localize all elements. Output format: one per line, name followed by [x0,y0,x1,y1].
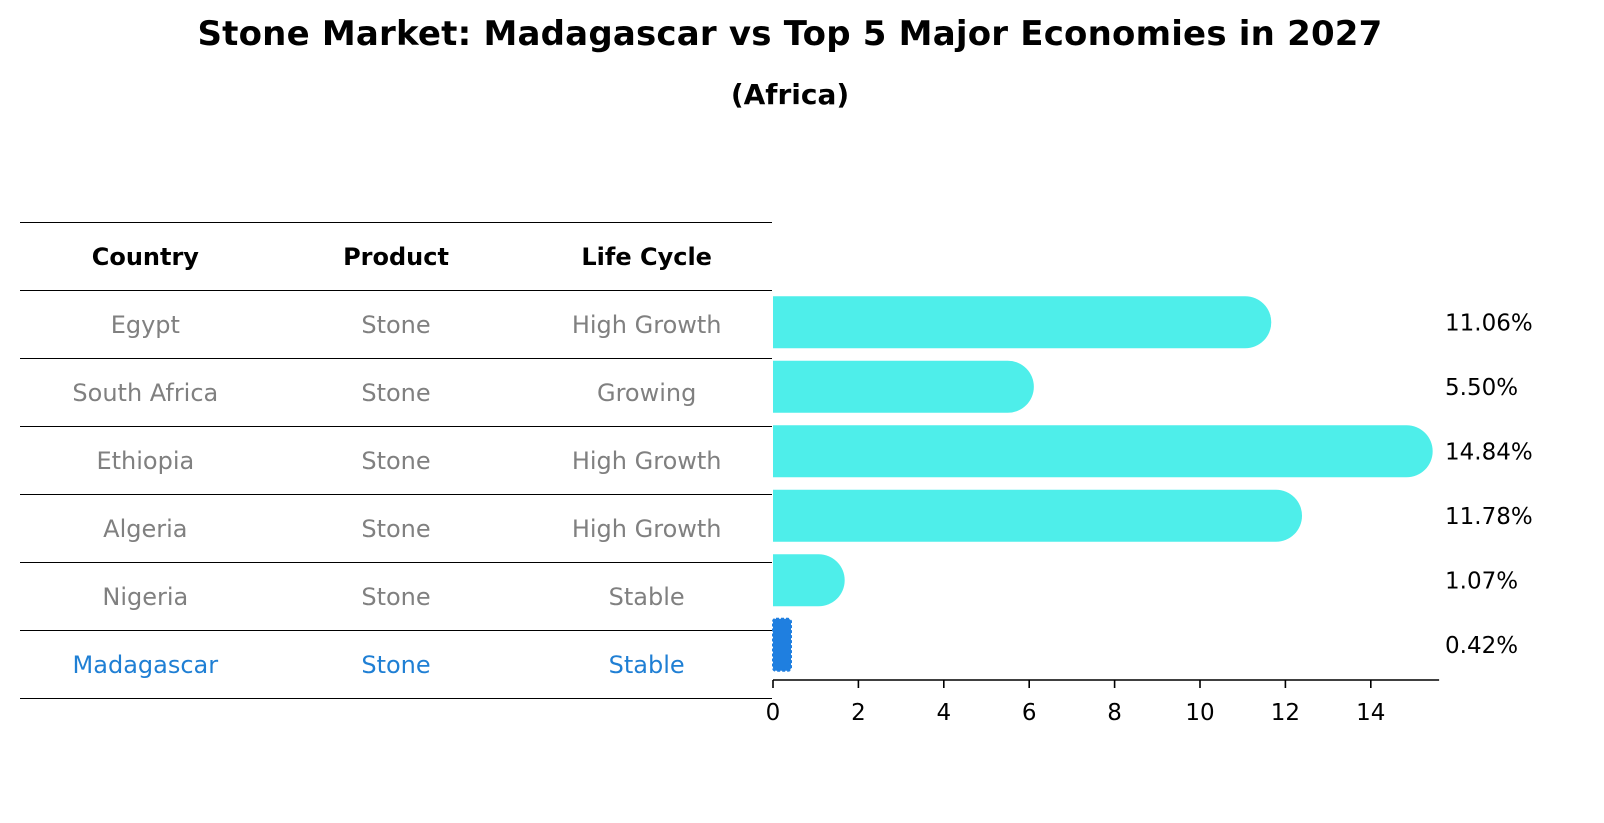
x-tick-label: 4 [936,700,951,726]
life-cycle-cell: High Growth [571,310,722,339]
country-cell: Nigeria [102,582,189,611]
bar-value-label: 11.06% [1445,310,1533,336]
table-header-row: Country Product Life Cycle [20,222,772,291]
table-row: Nigeria Stone Stable [20,563,772,631]
country-cell: Algeria [103,514,188,543]
life-cycle-cell: High Growth [571,514,722,543]
bar-value-label: 14.84% [1445,439,1533,465]
country-cell: Madagascar [72,650,219,679]
bar [773,425,1433,478]
header-life-cycle: Life Cycle [581,242,712,271]
bar [773,554,845,607]
table-row: Egypt Stone High Growth [20,291,772,359]
x-tick-label: 8 [1107,700,1122,726]
product-cell: Stone [361,446,431,475]
country-cell: Ethiopia [96,446,195,475]
bar-value-label: 1.07% [1445,568,1518,594]
header-product: Product [343,242,449,271]
bar-value-label: 11.78% [1445,504,1533,530]
x-tick-label: 2 [851,700,866,726]
life-cycle-cell: High Growth [571,446,722,475]
product-cell: Stone [361,582,431,611]
bar [773,489,1303,542]
bar-value-label: 0.42% [1445,633,1518,659]
life-cycle-cell: Growing [596,378,697,407]
table-row-highlight: Madagascar Stone Stable [20,631,772,699]
country-table: Country Product Life Cycle Egypt Stone H… [20,222,772,699]
table-row: Algeria Stone High Growth [20,495,772,563]
product-cell: Stone [361,514,431,543]
x-tick-label: 12 [1271,700,1300,726]
header-country: Country [91,242,199,271]
chart-title: Stone Market: Madagascar vs Top 5 Major … [197,14,1383,54]
life-cycle-cell: Stable [608,582,685,611]
table-row: Ethiopia Stone High Growth [20,427,772,495]
country-cell: South Africa [72,378,219,407]
x-tick-label: 14 [1356,700,1385,726]
bar [773,360,1034,413]
x-tick-label: 6 [1022,700,1037,726]
bar [773,296,1272,349]
country-cell: Egypt [110,310,180,339]
bar-value-label: 5.50% [1445,375,1518,401]
product-cell: Stone [361,650,431,679]
life-cycle-cell: Stable [608,650,685,679]
chart-subtitle: (Africa) [730,78,850,111]
table-row: South Africa Stone Growing [20,359,772,427]
product-cell: Stone [361,378,431,407]
product-cell: Stone [361,310,431,339]
bar-highlight [772,617,792,672]
x-tick-label: 0 [766,700,781,726]
x-tick-label: 10 [1185,700,1214,726]
